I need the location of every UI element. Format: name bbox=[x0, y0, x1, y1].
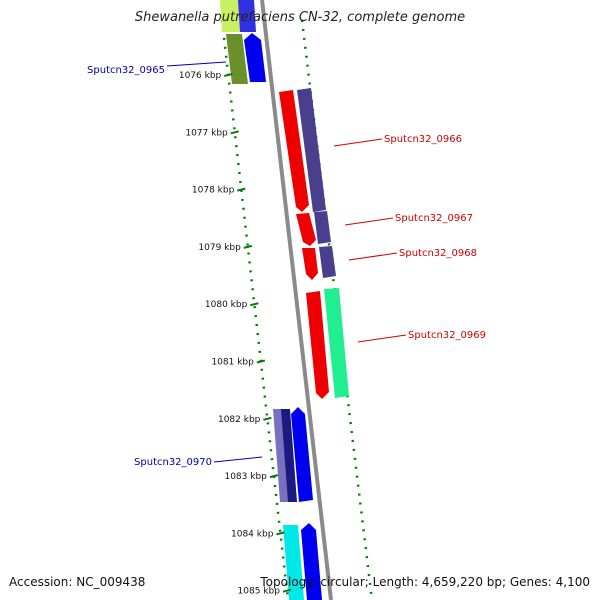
tick-label: 1082 kbp bbox=[218, 415, 261, 425]
gene-leader-line bbox=[333, 138, 383, 147]
tick-group: 1076 kbp 1077 kbp 1078 kbp 1079 kbp 1080 kbp… bbox=[179, 71, 292, 597]
gene-0965-blue bbox=[244, 33, 266, 82]
tick-label: 1079 kbp bbox=[198, 243, 241, 253]
gene-0968-purple bbox=[319, 246, 336, 278]
tick-mark bbox=[276, 531, 285, 536]
tick-label: 1084 kbp bbox=[231, 529, 274, 539]
gene-top-yellowgreen bbox=[220, 0, 240, 32]
gene-label-sputcn32_0968[interactable]: Sputcn32_0968 bbox=[399, 248, 477, 259]
gene-0967-red bbox=[296, 213, 316, 246]
accession-text: Accession: NC_009438 bbox=[9, 575, 146, 589]
gene-label-sputcn32_0966[interactable]: Sputcn32_0966 bbox=[384, 134, 462, 145]
gene-label-group: Sputcn32_0965 Sputcn32_0966 Sputcn32_0967 S… bbox=[87, 61, 486, 468]
tick-mark bbox=[263, 416, 272, 421]
tick-label: 1076 kbp bbox=[179, 71, 222, 81]
gene-0965-olive bbox=[226, 34, 248, 84]
gene-0969-red bbox=[306, 291, 329, 399]
gene-0969-green bbox=[324, 288, 349, 398]
tick-label: 1080 kbp bbox=[205, 300, 248, 310]
gene-leader-line bbox=[357, 334, 407, 343]
gene-label-sputcn32_0970[interactable]: Sputcn32_0970 bbox=[134, 457, 212, 468]
tick-mark bbox=[224, 73, 233, 77]
gene-0970-lavender bbox=[273, 409, 289, 502]
gene-0970-navy bbox=[281, 409, 297, 502]
gene-label-sputcn32_0965[interactable]: Sputcn32_0965 bbox=[87, 65, 165, 76]
tick-label: 1085 kbp bbox=[238, 587, 281, 597]
gene-label-sputcn32_0967[interactable]: Sputcn32_0967 bbox=[395, 213, 473, 224]
tick-mark bbox=[243, 244, 253, 249]
gene-0971-blue bbox=[291, 407, 313, 502]
genome-summary-text: Topology: circular; Length: 4,659,220 bp… bbox=[260, 575, 590, 589]
gene-0966-red bbox=[279, 90, 309, 212]
gene-leader-line bbox=[213, 456, 263, 463]
tick-label: 1077 kbp bbox=[185, 128, 228, 138]
map-title: Shewanella putrefaciens CN-32, complete … bbox=[134, 10, 466, 25]
tick-mark bbox=[250, 302, 259, 307]
gene-0966-purple bbox=[297, 88, 326, 212]
tick-mark bbox=[269, 474, 279, 479]
tick-mark bbox=[230, 130, 240, 135]
gene-label-sputcn32_0969[interactable]: Sputcn32_0969 bbox=[408, 330, 486, 341]
tick-label: 1083 kbp bbox=[224, 472, 267, 482]
genome-backbone bbox=[260, 0, 333, 600]
gene-leader-line bbox=[344, 217, 394, 226]
gene-leader-line bbox=[348, 252, 398, 261]
gene-0968-red bbox=[302, 248, 318, 280]
gene-bottom-blue bbox=[301, 523, 322, 600]
tick-label: 1078 kbp bbox=[192, 186, 235, 196]
left-dotted-track bbox=[220, 19, 290, 600]
gene-top-blue bbox=[238, 0, 256, 32]
gene-bottom-cyan bbox=[283, 525, 304, 600]
tick-mark bbox=[256, 359, 266, 364]
tick-label: 1081 kbp bbox=[211, 358, 254, 368]
right-dotted-track bbox=[300, 19, 374, 600]
gene-leader-line bbox=[166, 61, 227, 67]
tick-mark bbox=[237, 187, 246, 192]
tick-mark bbox=[282, 588, 292, 593]
gene-0967-purple bbox=[314, 211, 331, 244]
